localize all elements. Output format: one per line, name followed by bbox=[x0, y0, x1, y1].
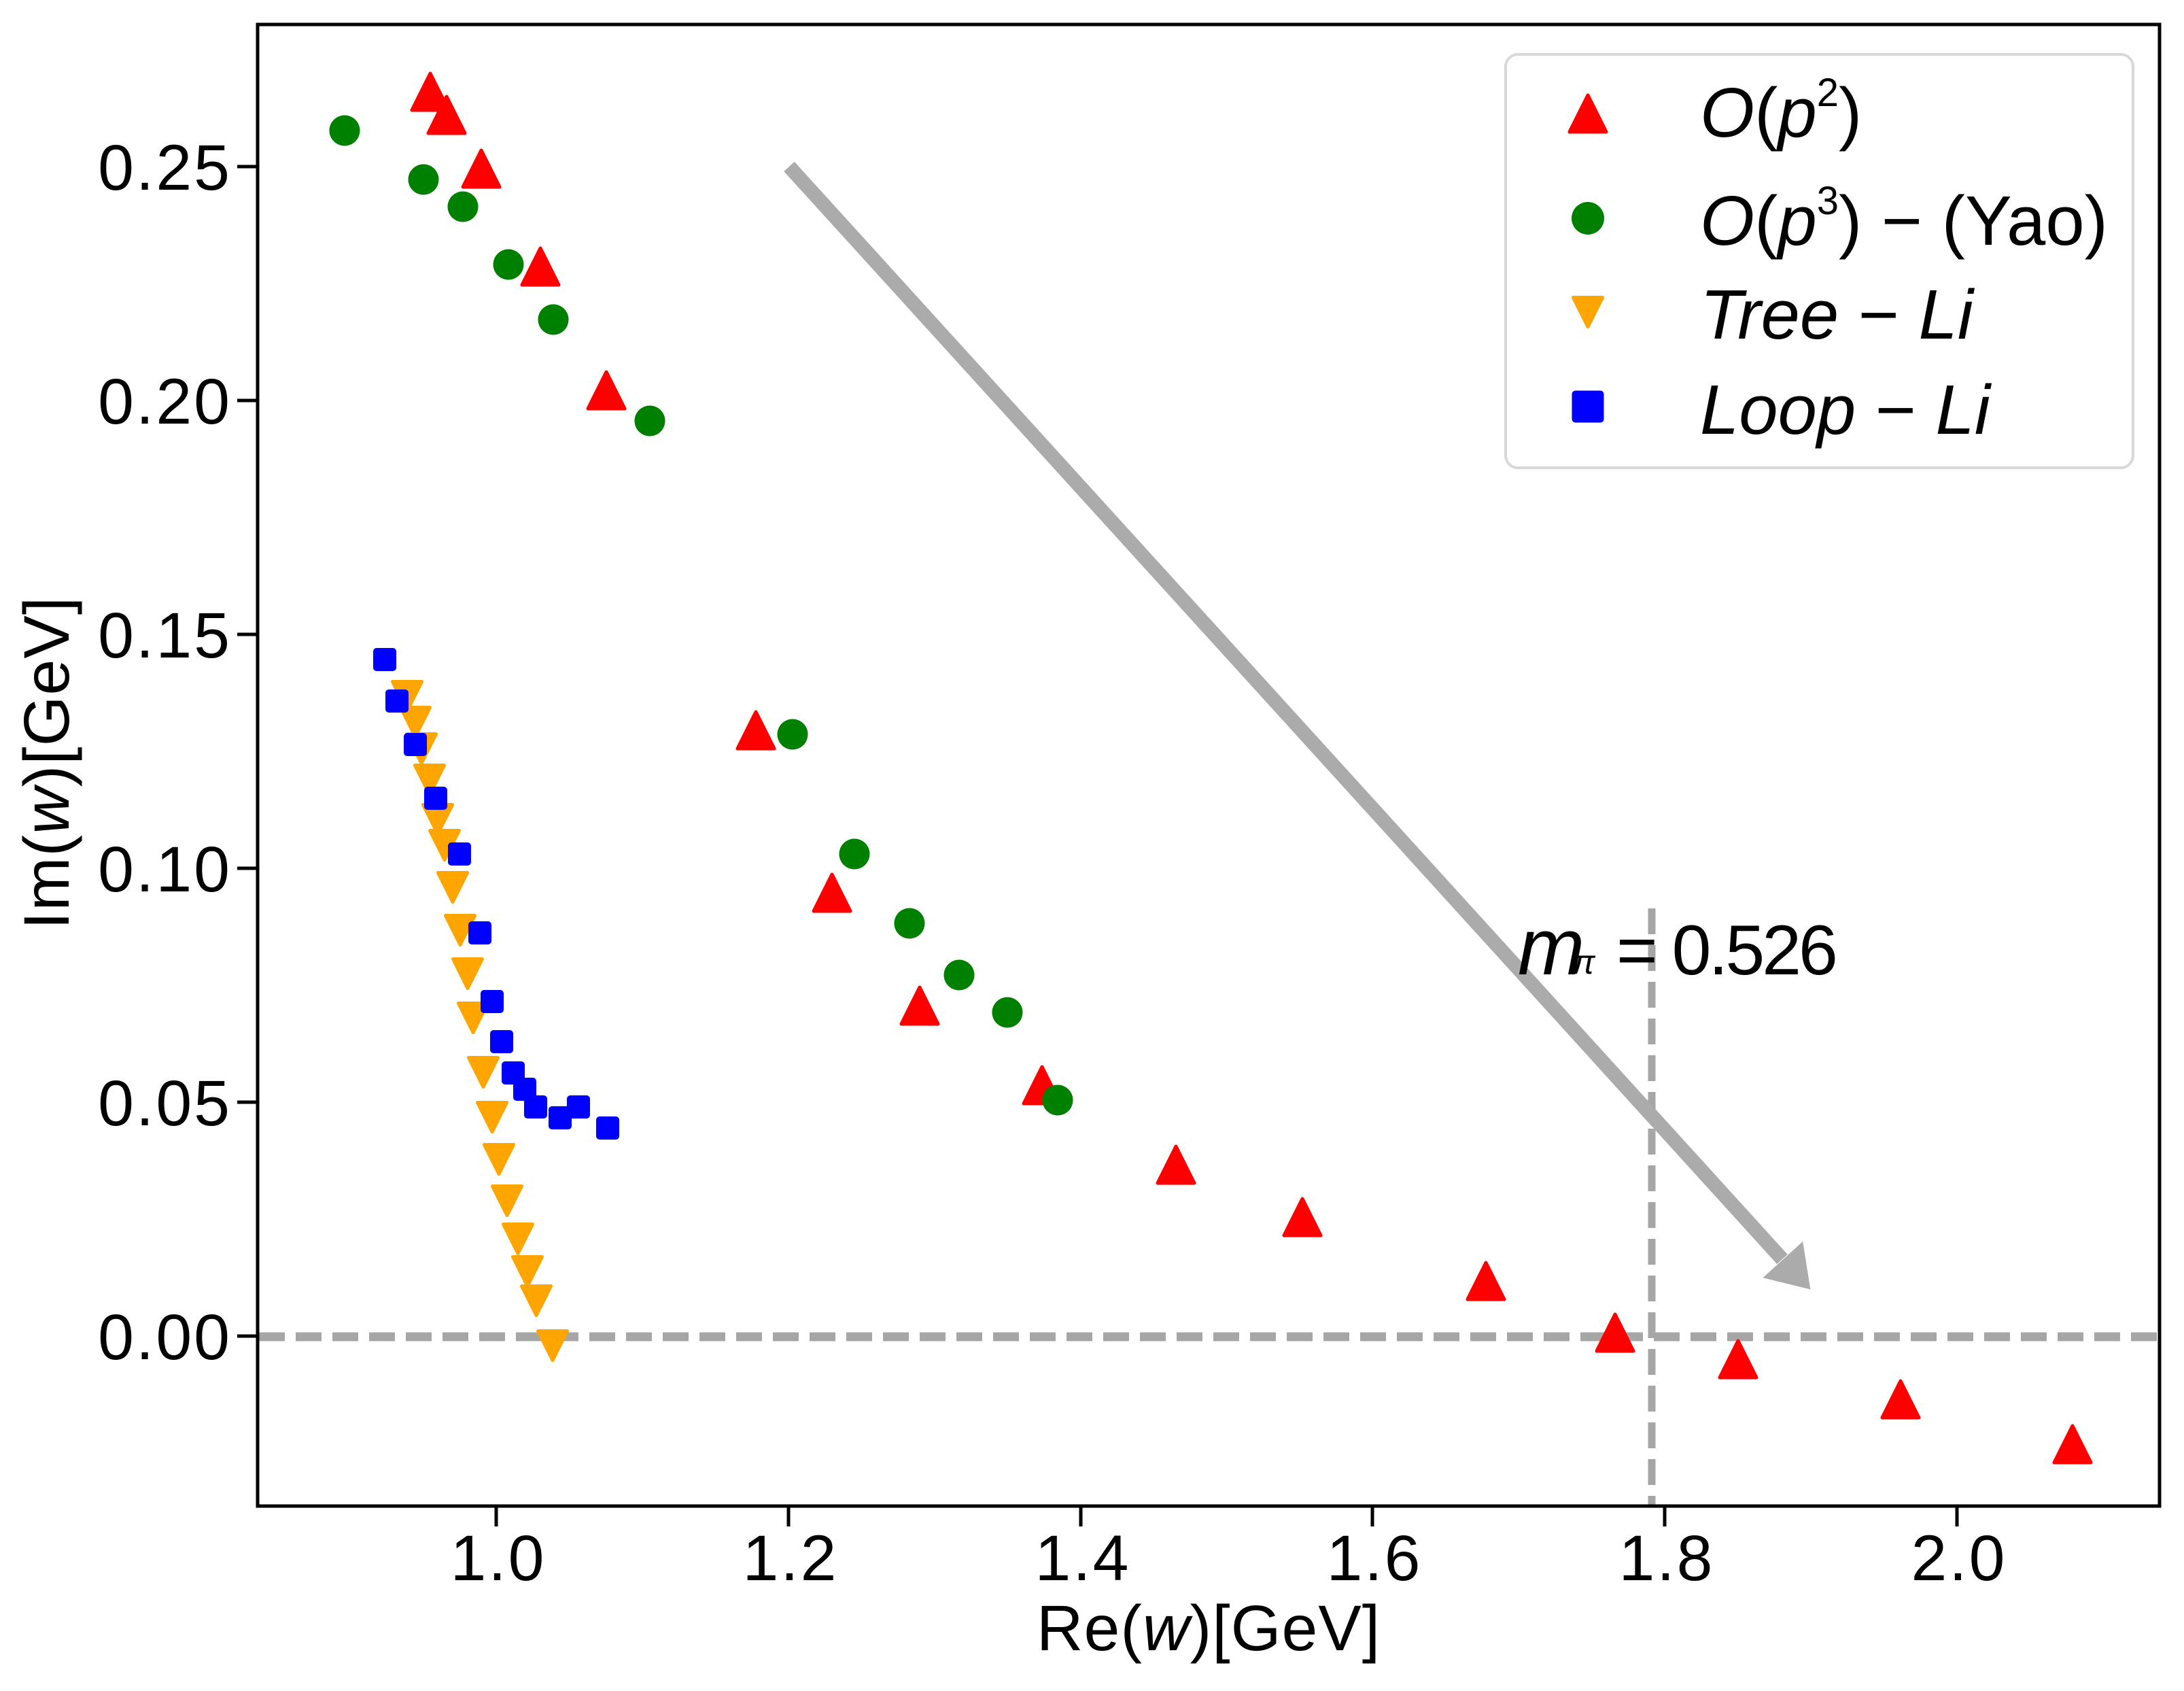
svg-text:= 0.526: = 0.526 bbox=[1616, 911, 1835, 990]
svg-text:1.8: 1.8 bbox=[1618, 1522, 1714, 1594]
svg-text:0.20: 0.20 bbox=[98, 366, 232, 438]
svg-text:m: m bbox=[1518, 902, 1584, 992]
svg-text:O(p2): O(p2) bbox=[1700, 71, 1862, 152]
svg-text:0.15: 0.15 bbox=[98, 600, 232, 672]
svg-text:Tree − Li: Tree − Li bbox=[1700, 275, 1975, 354]
svg-text:0.10: 0.10 bbox=[98, 834, 232, 906]
svg-text:0.25: 0.25 bbox=[98, 132, 232, 204]
svg-text:O(p3) − (Yao): O(p3) − (Yao) bbox=[1700, 179, 2108, 260]
svg-text:1.2: 1.2 bbox=[742, 1522, 838, 1594]
svg-text:π: π bbox=[1572, 943, 1596, 981]
svg-text:1.0: 1.0 bbox=[450, 1522, 546, 1594]
svg-text:Loop − Li: Loop − Li bbox=[1700, 371, 1992, 449]
svg-text:2.0: 2.0 bbox=[1911, 1522, 2007, 1594]
svg-text:Re(w)[GeV]: Re(w)[GeV] bbox=[1037, 1592, 1381, 1664]
svg-text:0.00: 0.00 bbox=[98, 1301, 232, 1373]
svg-text:1.4: 1.4 bbox=[1035, 1522, 1130, 1594]
svg-text:Im(w)[GeV]: Im(w)[GeV] bbox=[11, 596, 83, 929]
svg-text:1.6: 1.6 bbox=[1326, 1522, 1422, 1594]
svg-text:0.05: 0.05 bbox=[98, 1067, 232, 1140]
